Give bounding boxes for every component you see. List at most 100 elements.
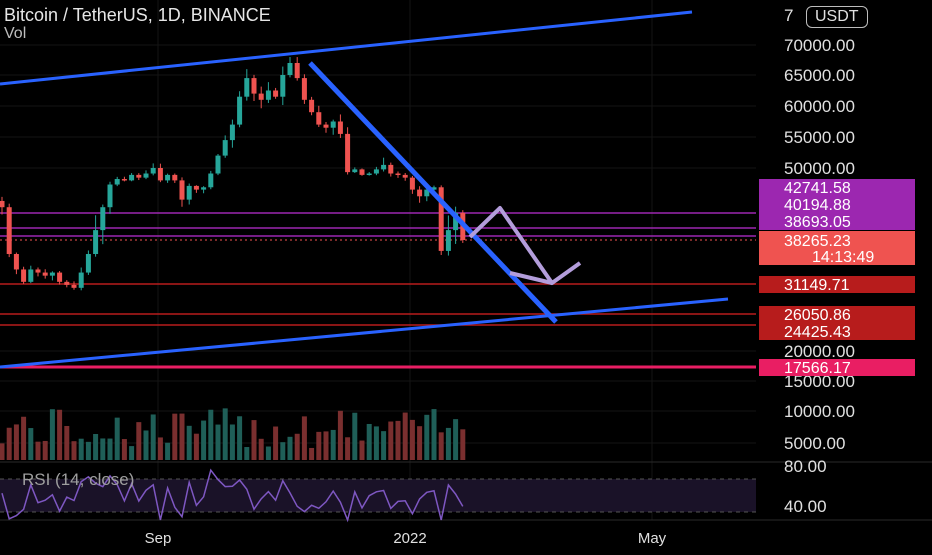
candle-body <box>129 174 135 181</box>
volume-bar <box>280 442 286 460</box>
volume-bar <box>388 421 394 460</box>
rsi-tick-label: 40.00 <box>784 497 827 516</box>
candlesticks <box>0 57 466 291</box>
candle-body <box>417 189 423 197</box>
level-price-label: 26050.86 <box>784 307 851 324</box>
chart-title: Bitcoin / TetherUS, 1D, BINANCE <box>4 5 271 25</box>
upper-channel-line <box>0 10 693 86</box>
candle-body <box>93 230 99 255</box>
volume-bar <box>143 430 149 460</box>
volume-bar <box>28 428 34 460</box>
price-tick-label: 65000.00 <box>784 66 855 85</box>
volume-bar <box>157 437 163 460</box>
candle-body <box>388 164 394 174</box>
volume-bar <box>0 443 5 460</box>
volume-bar <box>309 447 315 460</box>
candle-body <box>64 281 70 285</box>
price-tick-label: 7 <box>784 6 793 25</box>
candle-body <box>114 179 120 185</box>
candle-body <box>445 230 451 251</box>
volume-bar <box>179 413 185 460</box>
candle-body <box>431 187 437 190</box>
candle-body <box>273 90 279 97</box>
level-price-label: 38693.05 <box>784 214 851 231</box>
projection-path <box>468 206 582 285</box>
volume-bar <box>13 424 19 460</box>
volume-bar <box>229 424 235 460</box>
candle-body <box>49 272 55 276</box>
candle-body <box>316 112 322 125</box>
volume-bar <box>35 441 41 460</box>
candle-body <box>71 284 77 288</box>
rsi-pane <box>0 461 932 523</box>
price-axis: 70000.00 65000.00 60000.00 55000.00 50000.00… <box>784 6 855 516</box>
level-price-label: 42741.58 <box>784 180 851 197</box>
volume-bar <box>114 417 120 460</box>
volume-bar <box>121 439 127 460</box>
volume-bar <box>78 438 84 460</box>
candle-body <box>395 173 401 176</box>
candle-body <box>6 207 12 255</box>
volume-bar <box>460 429 466 460</box>
candle-body <box>366 173 372 176</box>
candle-body <box>85 254 91 273</box>
candle-body <box>352 169 358 173</box>
volume-bar <box>215 424 221 460</box>
price-tick-label: 20000.00 <box>784 342 855 361</box>
descending-trendline <box>308 61 558 324</box>
price-tick-label: 10000.00 <box>784 402 855 421</box>
volume-bar <box>402 412 408 460</box>
level-price-box <box>759 323 915 340</box>
volume-bar <box>71 441 77 460</box>
volume-bar <box>287 436 293 460</box>
horizontal-levels <box>0 212 756 369</box>
volume-bar <box>373 426 379 460</box>
current-price-box <box>759 231 915 265</box>
candle-body <box>453 212 459 231</box>
currency-button[interactable]: USDT <box>806 6 868 28</box>
level-price-box <box>759 179 915 196</box>
candle-body <box>215 155 221 174</box>
level-price-box <box>759 196 915 213</box>
candle-body <box>345 133 351 173</box>
rsi-line <box>1 468 464 523</box>
candle-body <box>323 124 329 128</box>
volume-bar <box>395 420 401 460</box>
level-price-label: 24425.43 <box>784 324 851 341</box>
level-price-box <box>759 276 915 293</box>
volume-bar <box>359 440 365 460</box>
candle-body <box>13 254 19 270</box>
volume-bar <box>57 409 63 460</box>
candle-body <box>402 174 408 178</box>
candle-body <box>107 184 113 208</box>
price-tick-label: 55000.00 <box>784 128 855 147</box>
lower-channel-line <box>0 297 729 369</box>
candle-body <box>337 121 343 134</box>
candle-body <box>150 168 156 174</box>
volume-bar <box>316 431 322 460</box>
price-tick-label: 60000.00 <box>784 97 855 116</box>
volume-bar <box>438 432 444 460</box>
volume-bar <box>273 426 279 460</box>
volume-bar <box>222 408 228 460</box>
volume-bar <box>136 422 142 460</box>
volume-bar <box>201 420 207 460</box>
candle-body <box>330 121 336 128</box>
time-tick-label: 2022 <box>393 530 426 547</box>
volume-bar <box>100 438 106 460</box>
level-price-label: 17566.17 <box>784 360 851 377</box>
candle-body <box>309 99 315 113</box>
time-axis: Sep 2022 May <box>145 530 667 547</box>
volume-bar <box>381 431 387 460</box>
candle-body <box>143 173 149 178</box>
candle-body <box>294 63 300 79</box>
volume-bar <box>337 410 343 460</box>
volume-bar <box>107 438 113 460</box>
volume-bar <box>6 427 12 460</box>
volume-bar <box>186 425 192 460</box>
volume-bar <box>294 433 300 460</box>
candle-body <box>409 177 415 190</box>
